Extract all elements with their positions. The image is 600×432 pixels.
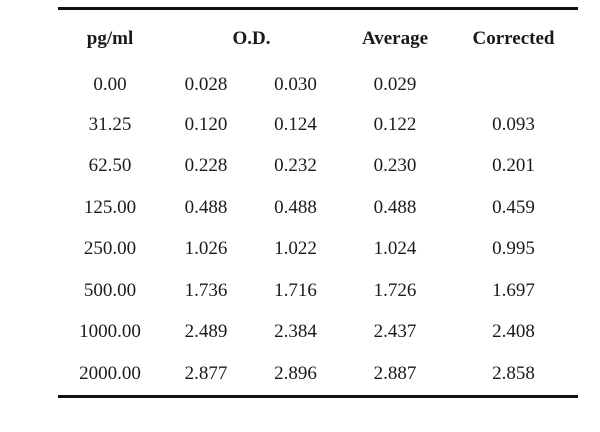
header-average: Average [361,28,429,49]
cell-corrected: 0.201 [492,155,535,177]
cell-od-replicate-2: 0.124 [274,113,317,135]
table-header-row: pg/ml O.D. Average Corrected [58,10,578,60]
header-concentration: pg/ml [86,28,134,49]
cell-od-replicate-1: 0.488 [184,196,228,218]
cell-average: 1.024 [373,238,417,260]
cell-average: 0.488 [373,196,417,218]
cell-average: 0.122 [373,113,417,135]
cell-average: 2.437 [373,321,417,343]
cell-corrected: 0.093 [492,113,535,135]
table-row: 1000.00 2.489 2.384 2.437 2.408 [58,312,578,354]
cell-od-replicate-1: 1.736 [184,279,228,301]
table-body: 0.00 0.028 0.030 0.029 31.25 0.120 0.124… [58,60,578,395]
cell-concentration: 250.00 [83,238,137,260]
cell-concentration: 62.50 [88,155,132,177]
cell-average: 1.726 [373,279,417,301]
cell-corrected: 2.858 [492,362,535,384]
cell-concentration: 31.25 [88,113,132,135]
cell-od-replicate-2: 0.232 [274,155,317,177]
table-row: 125.00 0.488 0.488 0.488 0.459 [58,187,578,229]
cell-average: 0.230 [373,155,417,177]
cell-od-replicate-2: 2.384 [274,321,317,343]
cell-od-replicate-2: 1.716 [274,279,317,301]
cell-concentration: 125.00 [83,196,137,218]
cell-corrected: 0.995 [492,238,535,260]
standard-curve-table-container: pg/ml O.D. Average Corrected 0.00 0.028 … [58,7,578,398]
cell-od-replicate-2: 2.896 [274,362,317,384]
cell-od-replicate-2: 0.030 [274,74,317,95]
cell-od-replicate-1: 2.489 [184,321,228,343]
cell-od-replicate-1: 0.228 [184,155,228,177]
table-row: 2000.00 2.877 2.896 2.887 2.858 [58,353,578,395]
cell-od-replicate-1: 0.120 [184,113,228,135]
cell-corrected: 2.408 [492,321,535,343]
table-row: 62.50 0.228 0.232 0.230 0.201 [58,146,578,188]
cell-average: 2.887 [373,362,417,384]
header-corrected: Corrected [472,28,555,49]
table-row: 0.00 0.028 0.030 0.029 [58,60,578,104]
table-row: 250.00 1.026 1.022 1.024 0.995 [58,229,578,271]
cell-od-replicate-1: 2.877 [184,362,228,384]
cell-corrected [449,60,578,104]
header-od: O.D. [232,28,271,49]
cell-average: 0.029 [373,74,417,95]
cell-corrected: 0.459 [492,196,535,218]
table-row: 31.25 0.120 0.124 0.122 0.093 [58,104,578,146]
cell-od-replicate-2: 1.022 [274,238,317,260]
cell-concentration: 2000.00 [79,362,141,384]
table-row: 500.00 1.736 1.716 1.726 1.697 [58,270,578,312]
table-top-rule [58,7,578,10]
cell-concentration: 500.00 [83,279,137,301]
cell-corrected: 1.697 [492,279,535,301]
cell-od-replicate-1: 1.026 [184,238,228,260]
cell-concentration: 0.00 [93,74,127,95]
table-bottom-rule [58,394,578,398]
cell-od-replicate-1: 0.028 [184,74,228,95]
cell-concentration: 1000.00 [79,321,141,343]
standard-curve-table: pg/ml O.D. Average Corrected 0.00 0.028 … [58,10,578,395]
cell-od-replicate-2: 0.488 [274,196,317,218]
